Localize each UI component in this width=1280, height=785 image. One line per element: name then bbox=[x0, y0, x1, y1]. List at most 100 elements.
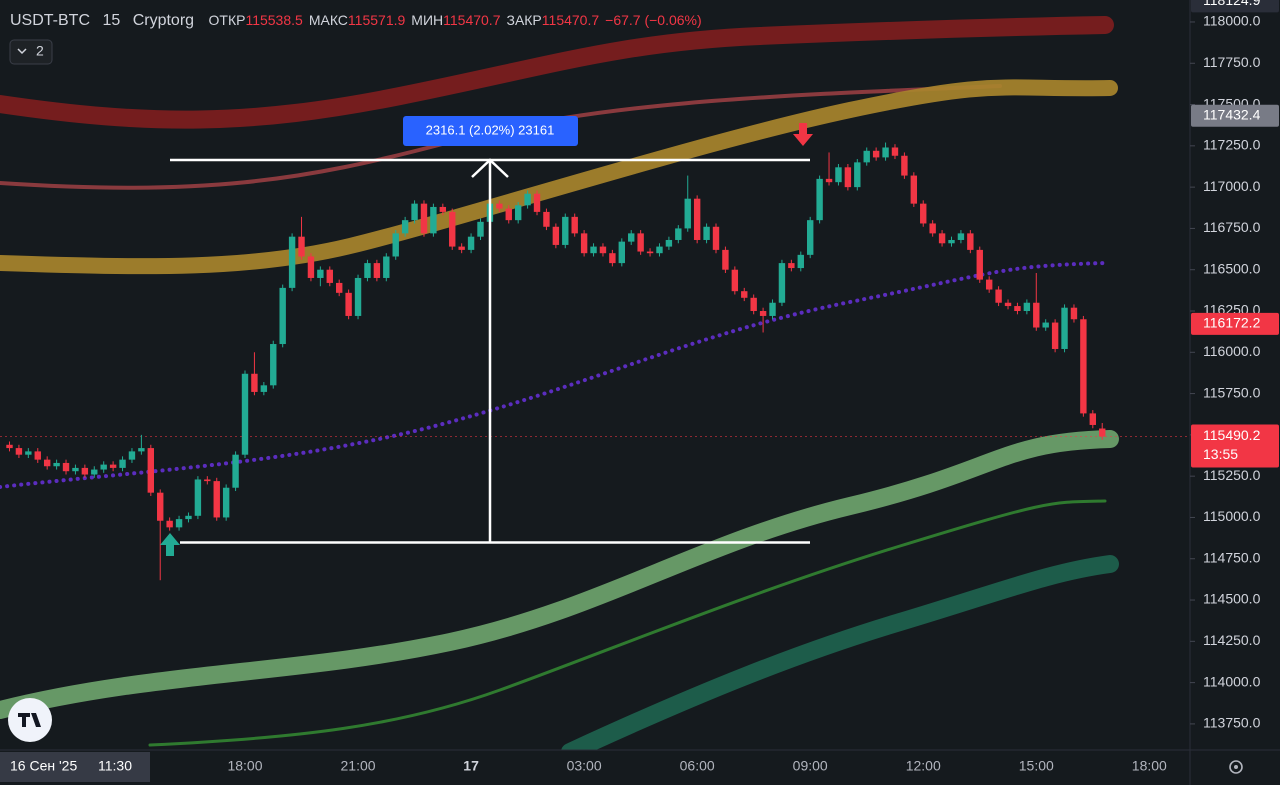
indicators-badge[interactable]: 2 bbox=[9, 39, 53, 65]
settings-gear[interactable] bbox=[1229, 760, 1243, 774]
badge-box[interactable] bbox=[9, 39, 53, 65]
candle-body bbox=[882, 147, 889, 158]
candle-body bbox=[769, 302, 776, 316]
candle-body bbox=[1080, 319, 1087, 414]
ohlc-value: 115470.7 bbox=[443, 12, 501, 28]
price-label-box bbox=[1191, 312, 1279, 335]
ohlc-value: 115470.7 bbox=[542, 12, 600, 28]
candle-body bbox=[901, 155, 908, 176]
candle-body bbox=[929, 223, 936, 234]
candle-body bbox=[807, 220, 814, 255]
price-label-box bbox=[1191, 0, 1279, 13]
plot-area bbox=[0, 142, 1190, 581]
candle-body bbox=[317, 269, 324, 278]
candle-body bbox=[288, 236, 296, 288]
cursor-label-box bbox=[0, 752, 150, 782]
candle-body bbox=[298, 236, 305, 257]
candle-body bbox=[637, 233, 644, 252]
candle-body bbox=[251, 373, 258, 392]
candle-body bbox=[25, 451, 32, 455]
candle-body bbox=[920, 203, 927, 224]
price-label: 116172.2 bbox=[1203, 315, 1261, 331]
candle-body bbox=[750, 297, 757, 311]
candle-body bbox=[703, 226, 710, 240]
candle-body bbox=[891, 147, 899, 156]
candle-body bbox=[524, 193, 531, 206]
candle-body bbox=[543, 211, 550, 227]
candle-body bbox=[157, 492, 164, 521]
y-tick-label: 117250.0 bbox=[1203, 137, 1261, 153]
settings-gear-hub bbox=[1234, 765, 1238, 769]
candle-body bbox=[307, 256, 315, 278]
header: USDT-BTC 15 Cryptorg ОТКР115538.5 МАКС115… bbox=[10, 12, 702, 30]
candle-body bbox=[91, 469, 98, 475]
candle-body bbox=[741, 291, 748, 298]
candle-body bbox=[364, 263, 371, 278]
y-tick-label: 118000.0 bbox=[1203, 13, 1261, 29]
candle-body bbox=[34, 451, 41, 460]
candle-body bbox=[147, 448, 154, 493]
candle-body bbox=[411, 203, 418, 221]
candle-body bbox=[430, 206, 437, 234]
price-label: 118124.9 bbox=[1203, 0, 1261, 8]
candle-body bbox=[43, 459, 51, 467]
y-tick-label: 116500.0 bbox=[1203, 260, 1261, 276]
measure-label: 2316.1 (2.02%) 23161 bbox=[426, 122, 555, 137]
x-tick-label: 21:00 bbox=[341, 758, 376, 774]
ohlc-label: ЗАКР bbox=[506, 12, 541, 28]
candle-body bbox=[590, 246, 597, 254]
candle-body bbox=[571, 216, 578, 234]
candle-body bbox=[1051, 322, 1059, 349]
x-tick-label: 06:00 bbox=[680, 758, 715, 774]
interval: 15 bbox=[102, 12, 120, 29]
candle-body bbox=[204, 479, 211, 482]
candle-body bbox=[675, 228, 682, 240]
candle-body bbox=[514, 205, 522, 221]
exchange: Cryptorg bbox=[133, 12, 194, 29]
y-tick-label: 114000.0 bbox=[1203, 673, 1261, 689]
candle-body bbox=[128, 451, 136, 460]
candle-body bbox=[270, 344, 277, 386]
logo-mark bbox=[18, 713, 41, 727]
candle-body bbox=[854, 162, 861, 188]
candle-body bbox=[496, 203, 503, 209]
candle-body bbox=[722, 249, 729, 270]
candle-body bbox=[15, 448, 23, 455]
x-tick-label: 15:00 bbox=[1019, 758, 1054, 774]
candle-body bbox=[100, 464, 107, 470]
symbol: USDT-BTC bbox=[10, 12, 90, 29]
current-price-label: 115490.2 bbox=[1203, 427, 1261, 443]
x-tick-label: 12:00 bbox=[906, 758, 941, 774]
candle-body bbox=[392, 233, 399, 257]
cursor-time: 11:30 bbox=[98, 758, 132, 774]
candle-body bbox=[788, 263, 795, 269]
candle-body bbox=[505, 208, 512, 221]
y-tick-label: 115000.0 bbox=[1203, 508, 1261, 524]
candle-body bbox=[656, 246, 663, 254]
candle-body bbox=[467, 236, 475, 250]
x-tick-label: 03:00 bbox=[567, 758, 602, 774]
candle-body bbox=[778, 263, 786, 303]
candle-body bbox=[477, 221, 484, 237]
candle-body bbox=[62, 462, 70, 472]
candle-body bbox=[1014, 306, 1021, 311]
candle-body bbox=[835, 167, 842, 183]
y-tick-label: 114750.0 bbox=[1203, 549, 1261, 565]
candle-body bbox=[1070, 307, 1078, 320]
candle-body bbox=[383, 256, 390, 278]
candle-body bbox=[241, 373, 249, 455]
candle-body bbox=[995, 289, 1002, 303]
logo[interactable] bbox=[8, 698, 52, 742]
y-tick-label: 116000.0 bbox=[1203, 343, 1261, 359]
candle-body bbox=[449, 211, 456, 247]
candle-body bbox=[279, 287, 286, 345]
ribbon-light-green bbox=[0, 430, 1119, 719]
candle-body bbox=[816, 178, 823, 221]
candle-body bbox=[872, 150, 880, 158]
candle-body bbox=[797, 254, 804, 269]
candle-body bbox=[1061, 307, 1068, 349]
measure-label-box bbox=[403, 116, 578, 147]
candle-body bbox=[420, 203, 428, 234]
